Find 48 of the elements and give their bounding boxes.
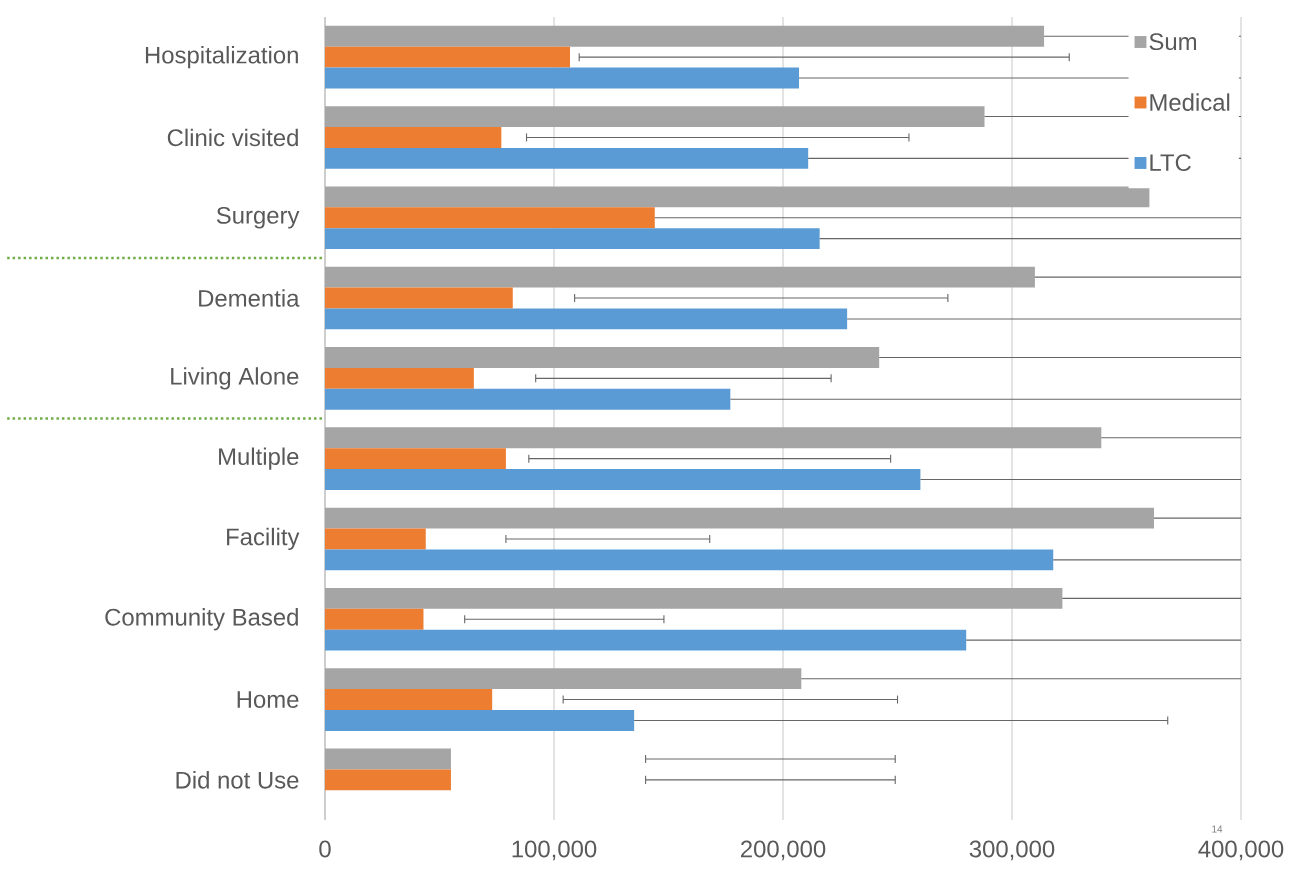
bar bbox=[325, 25, 1045, 47]
y-tick-label: Hospitalization bbox=[145, 46, 298, 69]
bar bbox=[325, 67, 800, 89]
bar bbox=[325, 266, 1035, 288]
bar bbox=[325, 448, 506, 470]
legend-label: LTC bbox=[1150, 154, 1191, 172]
y-tick-label: Facility bbox=[227, 527, 300, 551]
legend-label: Medical bbox=[1150, 93, 1230, 111]
bar bbox=[325, 769, 451, 791]
bar bbox=[325, 629, 967, 651]
y-tick-label: Dementia bbox=[199, 289, 300, 307]
bar bbox=[325, 528, 426, 550]
x-tick-label: 200,000 bbox=[740, 840, 826, 861]
bar bbox=[325, 668, 802, 690]
y-tick-label: Living Alone bbox=[171, 367, 299, 390]
y-tick-label: Surgery bbox=[216, 206, 300, 229]
bar bbox=[325, 147, 809, 169]
x-tick-label: 0 bbox=[319, 840, 331, 858]
text: 14 bbox=[1212, 825, 1223, 833]
y-tick-label: Clinic visited bbox=[167, 128, 298, 147]
bar bbox=[325, 46, 571, 68]
bar bbox=[325, 710, 635, 731]
y-tick-label: Multiple bbox=[219, 447, 299, 470]
bar bbox=[325, 427, 1102, 449]
bar bbox=[325, 347, 880, 368]
bar bbox=[325, 127, 502, 148]
bar bbox=[325, 186, 1150, 208]
y-tick-label: Did not Use bbox=[176, 771, 299, 789]
x-tick-label: 300,000 bbox=[969, 840, 1055, 861]
bar bbox=[325, 469, 921, 490]
bar bbox=[325, 207, 655, 229]
bar bbox=[325, 587, 1063, 609]
bar bbox=[325, 228, 820, 250]
bar bbox=[325, 388, 731, 410]
bar bbox=[325, 287, 513, 309]
bar bbox=[325, 106, 985, 128]
bar bbox=[325, 367, 474, 389]
bar bbox=[325, 308, 848, 330]
y-tick-label: Home bbox=[237, 691, 299, 708]
bar bbox=[325, 507, 1154, 529]
x-tick-label: 400,000 bbox=[1198, 840, 1284, 861]
bar bbox=[325, 608, 424, 630]
bar bbox=[325, 748, 451, 770]
bar bbox=[325, 549, 1054, 571]
y-tick-label: Community Based bbox=[105, 608, 298, 631]
legend-label: Sum bbox=[1149, 33, 1197, 51]
bar bbox=[325, 689, 493, 710]
x-tick-label: 100,000 bbox=[512, 840, 597, 861]
